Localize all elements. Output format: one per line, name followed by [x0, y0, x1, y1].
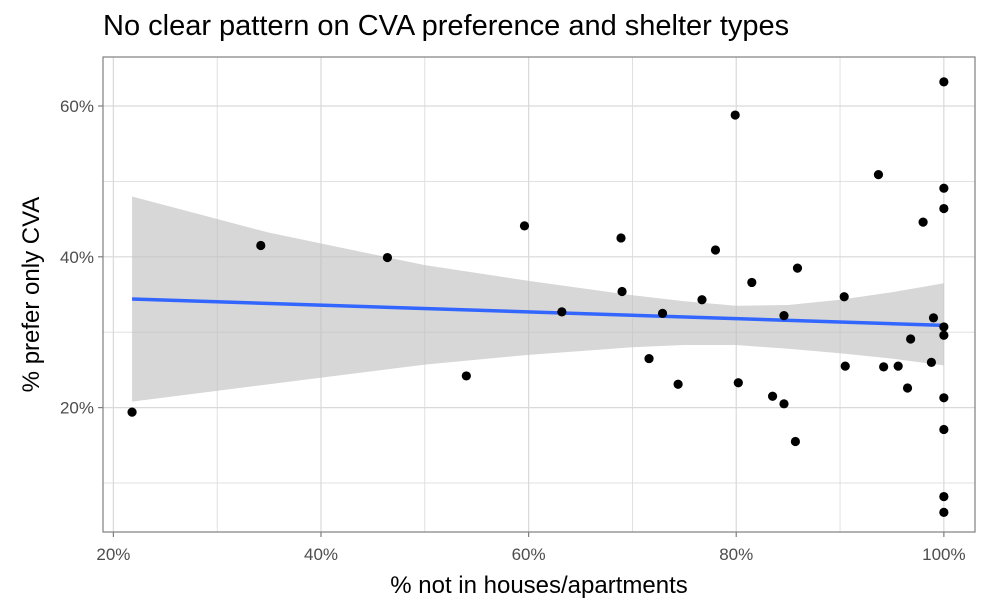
- data-point: [382, 252, 393, 263]
- y-tick-label: 40%: [60, 248, 94, 267]
- data-point: [928, 313, 939, 323]
- data-point: [617, 286, 627, 297]
- data-point: [127, 407, 137, 417]
- data-point: [906, 334, 916, 344]
- x-tick-label: 20%: [96, 545, 130, 564]
- data-point: [673, 379, 683, 389]
- data-point: [733, 378, 743, 388]
- data-point: [790, 436, 801, 447]
- data-point: [840, 361, 850, 371]
- data-point: [779, 311, 789, 321]
- x-axis-ticks: 20% 40% 60% 80% 100%: [96, 532, 966, 564]
- data-point: [939, 183, 949, 193]
- y-tick-label: 20%: [60, 399, 94, 418]
- data-point: [939, 77, 949, 87]
- x-tick-label: 80%: [719, 545, 753, 564]
- data-point: [939, 322, 949, 332]
- data-point: [939, 330, 949, 340]
- data-point: [256, 240, 266, 251]
- data-point: [939, 393, 949, 403]
- data-point: [616, 233, 626, 243]
- data-point: [730, 110, 740, 120]
- data-point: [697, 295, 707, 305]
- data-point: [939, 424, 949, 435]
- data-point: [792, 263, 803, 273]
- chart-title: No clear pattern on CVA preference and s…: [103, 10, 790, 42]
- x-tick-label: 40%: [304, 545, 338, 564]
- data-point: [918, 217, 928, 227]
- data-point: [747, 277, 757, 288]
- data-point: [519, 221, 530, 231]
- data-point: [873, 170, 884, 180]
- data-point: [926, 357, 937, 367]
- data-point: [893, 361, 903, 371]
- data-point: [557, 307, 567, 317]
- data-point: [939, 203, 949, 214]
- data-point: [902, 383, 913, 393]
- data-point: [657, 308, 668, 318]
- data-point: [767, 391, 778, 401]
- data-point: [939, 491, 949, 502]
- confidence-band: [132, 196, 944, 402]
- x-tick-label: 100%: [922, 545, 965, 564]
- trend-line: [132, 297, 944, 328]
- panel-border: [102, 56, 976, 533]
- data-point: [644, 353, 654, 364]
- data-points: [127, 77, 949, 517]
- x-axis-title: % not in houses/apartments: [390, 572, 688, 599]
- x-tick-label: 60%: [512, 545, 546, 564]
- data-point: [839, 292, 849, 302]
- data-point: [461, 371, 471, 381]
- data-point: [879, 362, 889, 372]
- data-point: [779, 399, 789, 409]
- data-point: [939, 507, 949, 517]
- data-point: [710, 245, 721, 255]
- y-tick-label: 60%: [60, 97, 94, 116]
- y-axis-title: % prefer only CVA: [18, 197, 45, 393]
- y-axis-ticks: 20% 40% 60%: [60, 97, 103, 418]
